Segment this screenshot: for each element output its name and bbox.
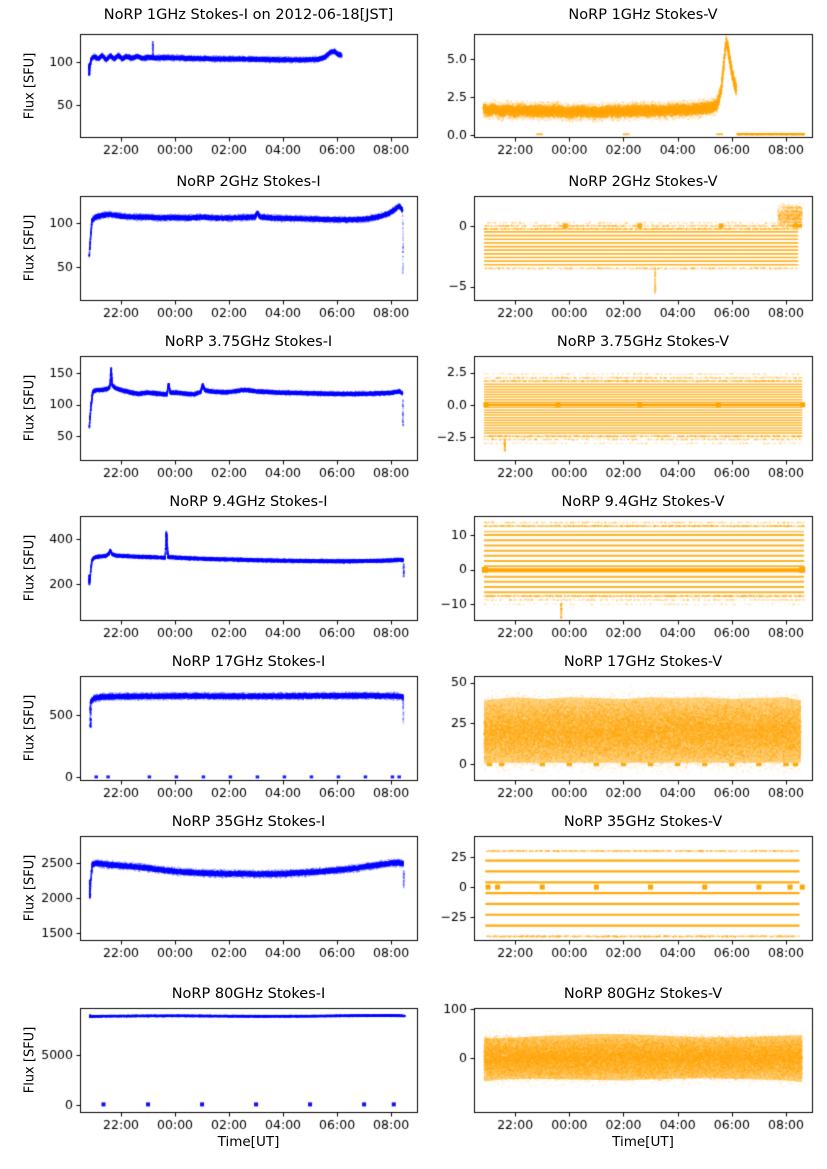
y-axis-label: Flux [SFU] <box>22 534 38 602</box>
chart-canvas-2ghz-stokes-i <box>0 166 430 326</box>
chart-canvas-80ghz-stokes-v <box>430 966 827 1169</box>
subplot-norp-3.75ghz-stokes-v: NoRP 3.75GHz Stokes-V <box>430 326 827 486</box>
chart-canvas-9.4ghz-stokes-v <box>430 486 827 646</box>
subplot-norp-3.75ghz-stokes-i: NoRP 3.75GHz Stokes-I Flux [SFU] <box>0 326 430 486</box>
chart-title: NoRP 1GHz Stokes-I on 2012-06-18[JST] <box>103 7 394 23</box>
y-axis-label: Flux [SFU] <box>22 52 38 119</box>
chart-title: NoRP 9.4GHz Stokes-I <box>169 494 328 510</box>
chart-canvas-9.4ghz-stokes-i <box>0 486 430 646</box>
chart-canvas-35ghz-stokes-v <box>430 806 827 966</box>
chart-title: NoRP 9.4GHz Stokes-V <box>561 494 725 510</box>
y-axis-label: Flux [SFU] <box>22 214 38 282</box>
chart-canvas-1ghz-stokes-v <box>430 0 827 166</box>
chart-title: NoRP 80GHz Stokes-V <box>563 986 723 1002</box>
y-axis-label: Flux [SFU] <box>22 1026 38 1094</box>
subplot-norp-17ghz-stokes-v: NoRP 17GHz Stokes-V <box>430 646 827 806</box>
chart-title: NoRP 80GHz Stokes-I <box>171 986 326 1002</box>
subplot-norp-17ghz-stokes-i: NoRP 17GHz Stokes-I Flux [SFU] <box>0 646 430 806</box>
chart-title: NoRP 2GHz Stokes-V <box>568 174 718 190</box>
chart-canvas-3.75ghz-stokes-i <box>0 326 430 486</box>
subplot-norp-1ghz-stokes-i: NoRP 1GHz Stokes-I on 2012-06-18[JST] Flu… <box>0 0 430 166</box>
chart-title: NoRP 17GHz Stokes-V <box>563 654 723 670</box>
chart-canvas-80ghz-stokes-i <box>0 966 430 1169</box>
chart-title: NoRP 1GHz Stokes-V <box>568 7 718 23</box>
chart-canvas-2ghz-stokes-v <box>430 166 827 326</box>
chart-canvas-17ghz-stokes-v <box>430 646 827 806</box>
subplot-norp-2ghz-stokes-i: NoRP 2GHz Stokes-I Flux [SFU] <box>0 166 430 326</box>
x-axis-label: Time[UT] <box>217 1134 280 1150</box>
subplot-norp-80ghz-stokes-i: NoRP 80GHz Stokes-I Flux [SFU] Time[UT] <box>0 966 430 1169</box>
subplot-norp-9.4ghz-stokes-i: NoRP 9.4GHz Stokes-I Flux [SFU] <box>0 486 430 646</box>
chart-title: NoRP 35GHz Stokes-V <box>563 814 723 830</box>
subplot-norp-9.4ghz-stokes-v: NoRP 9.4GHz Stokes-V <box>430 486 827 646</box>
y-axis-label: Flux [SFU] <box>22 374 38 442</box>
y-axis-label: Flux [SFU] <box>22 694 38 762</box>
chart-canvas-1ghz-stokes-i <box>0 0 430 166</box>
chart-title: NoRP 35GHz Stokes-I <box>171 814 326 830</box>
subplot-norp-35ghz-stokes-v: NoRP 35GHz Stokes-V <box>430 806 827 966</box>
chart-title: NoRP 3.75GHz Stokes-V <box>556 334 730 350</box>
chart-canvas-35ghz-stokes-i <box>0 806 430 966</box>
subplot-norp-2ghz-stokes-v: NoRP 2GHz Stokes-V <box>430 166 827 326</box>
chart-canvas-17ghz-stokes-i <box>0 646 430 806</box>
chart-title: NoRP 2GHz Stokes-I <box>176 174 321 190</box>
chart-canvas-3.75ghz-stokes-v <box>430 326 827 486</box>
subplot-norp-80ghz-stokes-v: NoRP 80GHz Stokes-V Time[UT] <box>430 966 827 1169</box>
chart-title: NoRP 17GHz Stokes-I <box>171 654 326 670</box>
subplot-norp-35ghz-stokes-i: NoRP 35GHz Stokes-I Flux [SFU] <box>0 806 430 966</box>
x-axis-label: Time[UT] <box>612 1134 674 1150</box>
chart-title: NoRP 3.75GHz Stokes-I <box>164 334 333 350</box>
subplot-norp-1ghz-stokes-v: NoRP 1GHz Stokes-V <box>430 0 827 166</box>
y-axis-label: Flux [SFU] <box>22 854 38 922</box>
